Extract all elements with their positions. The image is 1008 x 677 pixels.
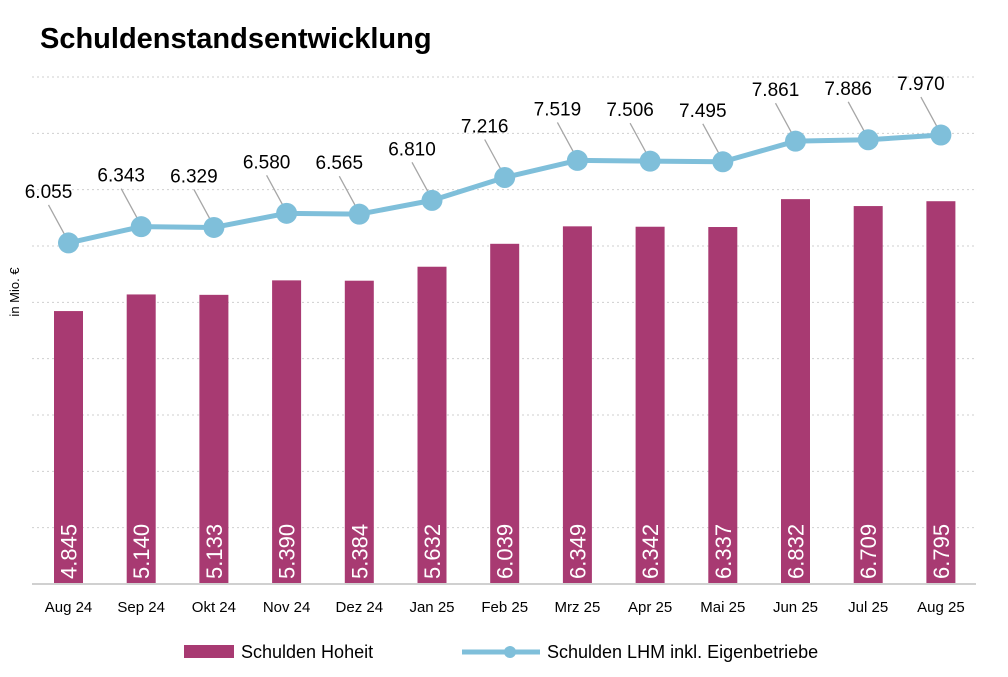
line-point bbox=[857, 129, 879, 151]
line-point bbox=[930, 124, 952, 146]
series-line bbox=[67, 132, 942, 246]
line-point bbox=[785, 130, 806, 152]
line-point bbox=[566, 149, 588, 171]
line-data-label: 7.886 bbox=[824, 79, 872, 100]
bar-data-label: 6.832 bbox=[784, 524, 809, 579]
x-tick-label: Jul 25 bbox=[848, 599, 888, 616]
bar-data-label: 6.342 bbox=[638, 524, 663, 579]
bar-data-label: 4.845 bbox=[57, 524, 82, 579]
bar bbox=[781, 199, 810, 584]
line-data-label: 6.810 bbox=[388, 139, 436, 160]
bar bbox=[635, 226, 665, 584]
x-tick-label: Okt 24 bbox=[192, 599, 236, 616]
x-tick-label: Nov 24 bbox=[263, 599, 311, 616]
line-point bbox=[712, 151, 734, 173]
bar bbox=[344, 280, 374, 584]
line-point bbox=[421, 189, 443, 211]
line-point bbox=[276, 202, 298, 224]
line-data-label: 7.861 bbox=[752, 80, 800, 101]
line-point bbox=[348, 203, 370, 225]
bar-data-label: 6.039 bbox=[493, 524, 518, 579]
line-data-label: 7.495 bbox=[679, 101, 727, 122]
x-tick-label: Sep 24 bbox=[117, 599, 165, 616]
x-tick-label: Dez 24 bbox=[336, 599, 384, 616]
line-point bbox=[130, 216, 152, 238]
bar-data-label: 6.349 bbox=[565, 524, 590, 579]
bar bbox=[417, 266, 447, 584]
chart-title: Schuldenstandsentwicklung bbox=[40, 23, 432, 55]
line-data-label: 6.343 bbox=[97, 166, 145, 187]
bar-data-label: 5.384 bbox=[347, 524, 372, 579]
legend-label-bar: Schulden Hoheit bbox=[241, 642, 373, 662]
bar-data-label: 5.632 bbox=[420, 524, 445, 579]
bar bbox=[853, 206, 883, 584]
line-point bbox=[494, 166, 516, 188]
bar bbox=[54, 311, 83, 584]
bar bbox=[272, 280, 302, 584]
legend-marker bbox=[504, 646, 516, 658]
line-data-label: 6.329 bbox=[170, 166, 218, 187]
line-data-label: 6.055 bbox=[25, 182, 73, 203]
line-data-label: 6.580 bbox=[243, 152, 291, 173]
y-axis-label: in Mio. € bbox=[7, 267, 22, 317]
bar bbox=[490, 243, 520, 585]
bar bbox=[199, 294, 229, 584]
bar-data-label: 5.133 bbox=[202, 524, 227, 579]
line-point bbox=[203, 216, 225, 238]
legend-label-line: Schulden LHM inkl. Eigenbetriebe bbox=[547, 642, 818, 662]
line-point bbox=[58, 232, 79, 254]
x-tick-label: Jun 25 bbox=[773, 599, 818, 616]
line-data-label: 6.565 bbox=[316, 153, 364, 174]
bar-data-label: 6.709 bbox=[856, 524, 881, 579]
x-tick-label: Mrz 25 bbox=[554, 599, 600, 616]
bar bbox=[926, 201, 956, 584]
x-tick-label: Aug 25 bbox=[917, 599, 965, 616]
bar-data-label: 5.390 bbox=[275, 524, 300, 579]
legend-swatch-bar bbox=[184, 645, 234, 658]
line-data-label: 7.970 bbox=[897, 74, 945, 95]
x-tick-label: Aug 24 bbox=[45, 599, 93, 616]
line-data-label: 7.519 bbox=[534, 99, 582, 120]
bar bbox=[708, 227, 738, 584]
x-tick-label: Feb 25 bbox=[481, 599, 528, 616]
x-tick-label: Apr 25 bbox=[628, 599, 672, 616]
bar bbox=[126, 294, 156, 584]
bar-data-label: 6.337 bbox=[711, 524, 736, 579]
x-tick-label: Mai 25 bbox=[700, 599, 745, 616]
legend: Schulden Hoheit Schulden LHM inkl. Eigen… bbox=[184, 642, 818, 662]
bar-data-label: 6.795 bbox=[929, 524, 954, 579]
line-data-label: 7.216 bbox=[461, 116, 509, 137]
bar-data-label: 5.140 bbox=[129, 524, 154, 579]
line-data-label: 7.506 bbox=[606, 100, 654, 121]
line-point bbox=[639, 150, 661, 172]
bar bbox=[562, 226, 592, 584]
x-tick-label: Jan 25 bbox=[409, 599, 454, 616]
